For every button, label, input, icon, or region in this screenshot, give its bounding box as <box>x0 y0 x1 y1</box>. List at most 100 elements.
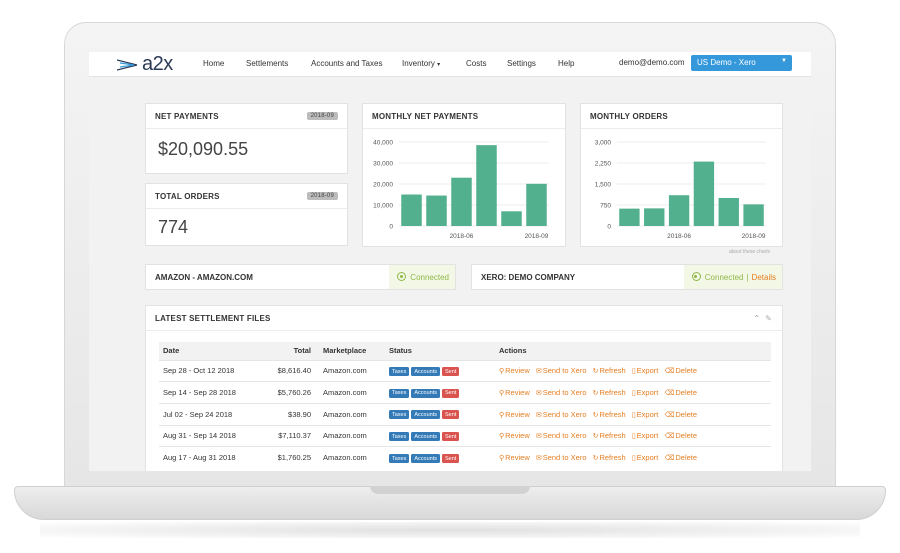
trash-icon: ⌫ <box>664 411 675 419</box>
review-action[interactable]: ⚲Review <box>499 366 530 375</box>
refresh-action[interactable]: ↻Refresh <box>593 366 626 375</box>
accounts-tag[interactable]: Accounts <box>411 367 440 377</box>
send-to-xero-label: Send to Xero <box>542 409 587 419</box>
delete-action[interactable]: ⌫Delete <box>664 431 697 440</box>
y-tick-label: 30,000 <box>373 161 393 168</box>
review-action[interactable]: ⚲Review <box>499 431 530 440</box>
column-marketplace[interactable]: Marketplace <box>315 342 385 360</box>
table-row: Jul 02 - Sep 24 2018 $38.90 Amazon.com T… <box>159 402 771 426</box>
row-status: Taxes Accounts Sent <box>385 424 495 447</box>
accounts-tag[interactable]: Accounts <box>411 432 440 442</box>
nav-settlements[interactable]: Settlements <box>246 59 289 68</box>
status-separator: | <box>746 273 749 282</box>
y-tick-label: 3,000 <box>595 140 612 147</box>
refresh-action[interactable]: ↻Refresh <box>593 453 626 462</box>
collapse-icon[interactable]: ⌃ <box>753 314 761 323</box>
file-icon: ▯ <box>631 433 636 441</box>
envelope-icon: ✉ <box>535 455 542 463</box>
delete-action[interactable]: ⌫Delete <box>664 388 697 397</box>
latest-settlements-panel: LATEST SETTLEMENT FILES ⌃ ✎ Date Total M… <box>145 305 783 471</box>
nav-settings[interactable]: Settings <box>507 59 536 68</box>
sent-tag[interactable]: Sent <box>442 432 460 442</box>
refresh-icon: ↻ <box>592 411 599 419</box>
export-action[interactable]: ▯Export <box>632 453 659 462</box>
refresh-action[interactable]: ↻Refresh <box>593 431 626 440</box>
review-action[interactable]: ⚲Review <box>499 453 530 462</box>
send-to-xero-action[interactable]: ✉Send to Xero <box>536 388 587 397</box>
wrench-icon[interactable]: ✎ <box>765 314 772 323</box>
send-to-xero-label: Send to Xero <box>542 388 587 398</box>
export-label: Export <box>636 366 659 376</box>
nav-home[interactable]: Home <box>203 59 225 68</box>
taxes-tag[interactable]: Taxes <box>389 454 410 464</box>
nav-costs[interactable]: Costs <box>466 59 487 68</box>
sent-tag[interactable]: Sent <box>442 388 460 398</box>
file-icon: ▯ <box>631 368 636 376</box>
row-status: Taxes Accounts Sent <box>385 381 495 404</box>
delete-action[interactable]: ⌫Delete <box>664 366 697 375</box>
a2x-logo[interactable]: a2x <box>117 53 173 75</box>
xero-details-link[interactable]: Details <box>751 273 776 282</box>
row-actions: ⚲Review ✉Send to Xero ↻Refresh ▯Export ⌫… <box>495 424 771 447</box>
user-email[interactable]: demo@demo.com <box>619 58 685 67</box>
monthly-orders-chart: 0 750 1,500 2,250 3,000 2018-06 2018-09 <box>595 140 766 240</box>
org-select-value: US Demo - Xero <box>697 58 756 67</box>
taxes-tag[interactable]: Taxes <box>389 410 410 420</box>
nav-inventory-label: Inventory <box>402 59 435 68</box>
review-action[interactable]: ⚲Review <box>499 388 530 397</box>
delete-label: Delete <box>675 431 698 441</box>
column-status[interactable]: Status <box>385 342 495 360</box>
refresh-icon: ↻ <box>592 433 599 441</box>
taxes-tag[interactable]: Taxes <box>389 367 410 377</box>
sent-tag[interactable]: Sent <box>442 367 460 377</box>
y-tick-label: 40,000 <box>373 140 393 147</box>
refresh-label: Refresh <box>599 366 626 376</box>
accounts-tag[interactable]: Accounts <box>411 410 440 420</box>
y-tick-label: 10,000 <box>373 203 393 210</box>
nav-help[interactable]: Help <box>558 59 575 68</box>
delete-action[interactable]: ⌫Delete <box>664 453 697 462</box>
about-charts-link[interactable]: about these charts <box>729 249 771 255</box>
org-select[interactable]: US Demo - Xero ▼ <box>691 55 792 71</box>
accounts-tag[interactable]: Accounts <box>411 454 440 464</box>
refresh-label: Refresh <box>599 431 626 441</box>
export-label: Export <box>636 453 659 463</box>
accounts-tag[interactable]: Accounts <box>411 388 440 398</box>
trash-icon: ⌫ <box>664 455 675 463</box>
table-row: Sep 14 - Sep 28 2018 $5,760.26 Amazon.co… <box>159 381 771 404</box>
row-date: Sep 28 - Oct 12 2018 <box>159 359 261 382</box>
taxes-tag[interactable]: Taxes <box>389 388 410 398</box>
monthly-orders-title: MONTHLY ORDERS <box>590 112 668 121</box>
refresh-icon: ↻ <box>592 368 599 376</box>
amazon-connection-panel: AMAZON - AMAZON.COM Connected <box>145 264 456 290</box>
delete-label: Delete <box>675 366 698 376</box>
sent-tag[interactable]: Sent <box>442 454 460 464</box>
total-orders-value: 774 <box>158 217 189 237</box>
xero-connection-panel: XERO: DEMO COMPANY Connected | Details <box>471 264 783 290</box>
column-date[interactable]: Date <box>159 342 261 360</box>
taxes-tag[interactable]: Taxes <box>389 432 410 442</box>
send-to-xero-label: Send to Xero <box>542 431 587 441</box>
export-action[interactable]: ▯Export <box>632 388 659 397</box>
connected-icon <box>397 272 407 281</box>
row-actions: ⚲Review ✉Send to Xero ↻Refresh ▯Export ⌫… <box>495 359 771 382</box>
delete-action[interactable]: ⌫Delete <box>664 410 697 419</box>
refresh-action[interactable]: ↻Refresh <box>593 388 626 397</box>
nav-inventory[interactable]: Inventory ▾ <box>402 59 440 68</box>
send-to-xero-action[interactable]: ✉Send to Xero <box>536 453 587 462</box>
export-action[interactable]: ▯Export <box>632 410 659 419</box>
refresh-action[interactable]: ↻Refresh <box>593 410 626 419</box>
review-action[interactable]: ⚲Review <box>499 410 530 419</box>
export-action[interactable]: ▯Export <box>632 431 659 440</box>
net-payments-value: $20,090.55 <box>158 139 249 159</box>
column-total[interactable]: Total <box>261 342 315 360</box>
sent-tag[interactable]: Sent <box>442 410 460 420</box>
send-to-xero-action[interactable]: ✉Send to Xero <box>536 366 587 375</box>
export-action[interactable]: ▯Export <box>632 366 659 375</box>
send-to-xero-action[interactable]: ✉Send to Xero <box>536 431 587 440</box>
xero-status-label: Connected <box>704 273 744 282</box>
send-to-xero-action[interactable]: ✉Send to Xero <box>536 410 587 419</box>
row-status: Taxes Accounts Sent <box>385 359 495 382</box>
send-to-xero-label: Send to Xero <box>542 366 587 376</box>
nav-accounts-and-taxes[interactable]: Accounts and Taxes <box>311 59 383 68</box>
